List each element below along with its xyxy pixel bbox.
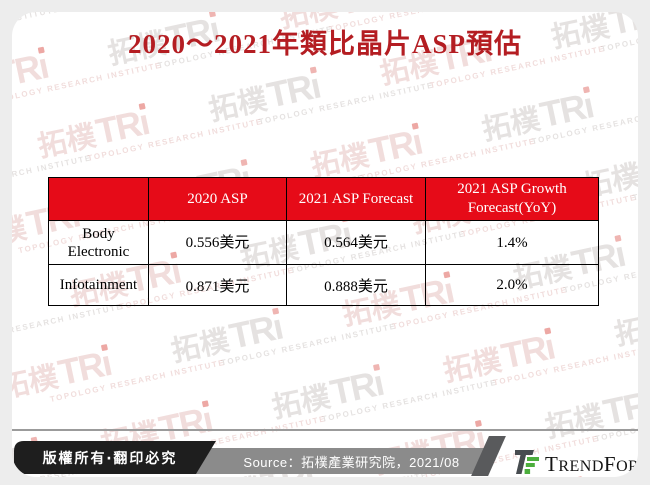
column-header-2020-asp: 2020 ASP <box>148 177 287 221</box>
column-header-2021-asp-forecast: 2021 ASP Forecast <box>286 177 426 221</box>
cell-2021-asp: 0.888美元 <box>286 264 426 306</box>
cell-growth: 2.0% <box>425 264 599 306</box>
cell-growth: 1.4% <box>425 220 599 265</box>
cell-2021-asp: 0.564美元 <box>286 220 426 265</box>
brand-f: F <box>603 452 617 476</box>
copyright-text: 版權所有‧翻印必究 <box>42 449 178 466</box>
source-text: Source：拓樸產業研究院，2021/08 <box>243 454 460 470</box>
table-row: Infotainment 0.871美元 0.888美元 2.0% <box>48 264 599 306</box>
row-label: Infotainment <box>48 264 149 306</box>
row-label: Body Electronic <box>48 220 149 265</box>
table-corner-cell <box>48 177 149 221</box>
brand-orce: ORCE <box>616 458 638 475</box>
trendforce-logo-text: TRENDFORCE <box>545 452 638 477</box>
brand-t: T <box>545 452 559 476</box>
cell-2020-asp: 0.556美元 <box>148 220 287 265</box>
table-header-row: 2020 ASP 2021 ASP Forecast 2021 ASP Grow… <box>48 177 599 221</box>
cell-2020-asp: 0.871美元 <box>148 264 287 306</box>
footer-divider <box>12 429 638 431</box>
page-title: 2020～2021年類比晶片ASP預估 <box>127 29 522 59</box>
copyright-ribbon <box>14 441 216 474</box>
trendforce-logo-icon <box>515 450 539 474</box>
asp-table: 2020 ASP 2021 ASP Forecast 2021 ASP Grow… <box>48 177 599 306</box>
column-header-2021-growth: 2021 ASP Growth Forecast(YoY) <box>425 177 599 221</box>
table-row: Body Electronic 0.556美元 0.564美元 1.4% <box>48 220 599 265</box>
brand-rend: REND <box>558 458 604 475</box>
